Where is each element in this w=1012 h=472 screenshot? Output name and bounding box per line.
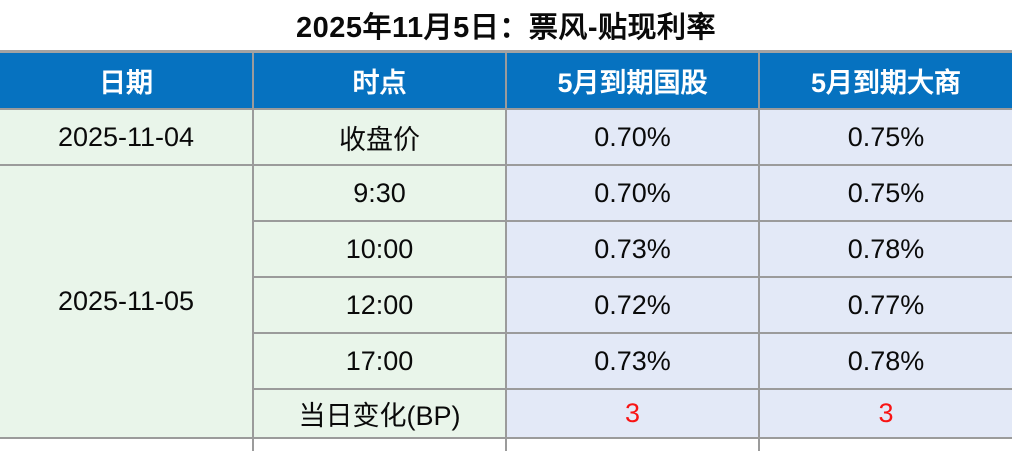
- table-row: 2025-11-05 9:30 0.70% 0.75%: [0, 164, 1012, 439]
- timepoint-cell: 收盘价: [252, 108, 507, 166]
- header-timepoint: 时点: [252, 52, 507, 110]
- header-dashang-rate: 5月到期大商: [758, 52, 1012, 110]
- header-date: 日期: [0, 52, 254, 110]
- clipped-empty-row: [0, 437, 1012, 452]
- table-row: 17:00 0.73% 0.78%: [0, 332, 1012, 390]
- date-cell: 2025-11-04: [0, 108, 254, 166]
- guogu-rate-cell: 0.70%: [505, 108, 760, 166]
- title-bar: 2025年11月5日：票风-贴现利率: [0, 0, 1012, 53]
- guogu-rate-cell: 0.70%: [505, 164, 760, 222]
- daily-change-label-cell: 当日变化(BP): [252, 388, 507, 439]
- guogu-rate-cell: 0.73%: [505, 220, 760, 278]
- header-guogu-rate: 5月到期国股: [505, 52, 760, 110]
- timepoint-cell: 12:00: [252, 276, 507, 334]
- empty-cell: [758, 437, 1012, 452]
- guogu-rate-cell: 0.73%: [505, 332, 760, 390]
- dashang-rate-cell: 0.78%: [758, 220, 1012, 278]
- timepoint-cell: 10:00: [252, 220, 507, 278]
- dashang-rate-cell: 0.77%: [758, 276, 1012, 334]
- guogu-rate-cell: 0.72%: [505, 276, 760, 334]
- empty-cell: [252, 437, 507, 452]
- timepoint-cell: 17:00: [252, 332, 507, 390]
- dashang-change-cell: 3: [758, 388, 1012, 439]
- page-title: 2025年11月5日：票风-贴现利率: [296, 12, 716, 44]
- date-cell: 2025-11-05: [0, 164, 254, 439]
- daily-change-row: 当日变化(BP) 3 3: [0, 388, 1012, 439]
- guogu-change-cell: 3: [505, 388, 760, 439]
- header-row: 日期 时点 5月到期国股 5月到期大商: [0, 52, 1012, 110]
- dashang-rate-cell: 0.75%: [758, 164, 1012, 222]
- table-row: 10:00 0.73% 0.78%: [0, 220, 1012, 278]
- table-row: 12:00 0.72% 0.77%: [0, 276, 1012, 334]
- dashang-rate-cell: 0.75%: [758, 108, 1012, 166]
- table-row: 2025-11-04 收盘价 0.70% 0.75%: [0, 108, 1012, 166]
- dashang-rate-cell: 0.78%: [758, 332, 1012, 390]
- empty-cell: [0, 437, 254, 452]
- discount-rates-table: 日期 时点 5月到期国股 5月到期大商 2025-11-04 收盘价 0.70%…: [0, 52, 1012, 452]
- timepoint-cell: 9:30: [252, 164, 507, 222]
- empty-cell: [505, 437, 760, 452]
